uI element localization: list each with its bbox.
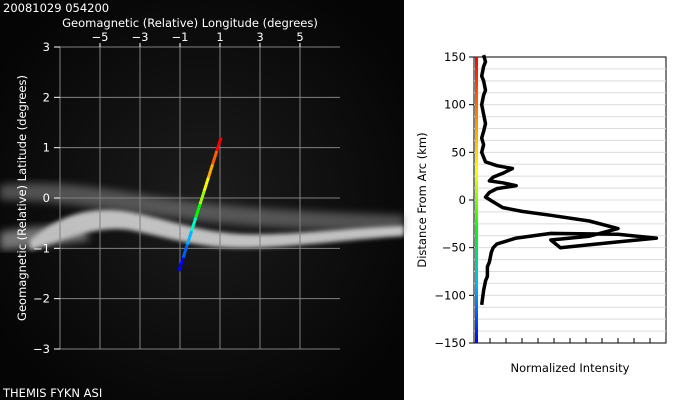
scan-line-segment xyxy=(178,263,183,269)
scan-line-segment xyxy=(193,217,198,222)
x-tick-label: 1 xyxy=(216,30,223,44)
profile-y-axis-title: Distance From Arc (km) xyxy=(415,132,429,267)
profile-y-tick-label: −50 xyxy=(442,241,466,255)
y-tick-label: −1 xyxy=(33,241,50,255)
scan-line-segment xyxy=(180,257,185,262)
x-axis-title: Geomagnetic (Relative) Longitude (degree… xyxy=(62,16,318,30)
profile-y-tick-label: 0 xyxy=(459,193,466,207)
scan-line-segment xyxy=(189,230,194,235)
scan-line-segment xyxy=(188,233,192,239)
scan-line-segment xyxy=(218,137,223,142)
scan-line-segment xyxy=(201,190,206,195)
scan-line-segment xyxy=(195,210,200,215)
x-tick-label: −1 xyxy=(172,30,189,44)
y-tick-label: 2 xyxy=(43,90,50,104)
profile-y-tick-label: 50 xyxy=(451,145,466,159)
scan-line-segment xyxy=(215,147,220,152)
scan-line-segment xyxy=(194,213,199,219)
scan-line-segment xyxy=(191,223,196,229)
scan-line-segment xyxy=(212,157,217,162)
distance-color-bar xyxy=(475,57,478,343)
scan-line-segment xyxy=(187,237,191,242)
x-tick-label: −3 xyxy=(132,30,149,44)
scan-line-segment xyxy=(203,183,208,189)
scan-line-segment xyxy=(183,247,188,252)
scan-line-segment xyxy=(211,160,216,165)
y-tick-label: −2 xyxy=(33,292,50,306)
x-tick-label: −5 xyxy=(92,30,109,44)
profile-y-tick-label: 150 xyxy=(444,50,466,64)
aurora-arc xyxy=(0,183,404,250)
scan-line-segment xyxy=(190,227,195,232)
scan-line-segment xyxy=(214,150,219,155)
x-tick-label: 3 xyxy=(256,30,263,44)
y-tick-label: 1 xyxy=(43,141,50,155)
scan-line-segment xyxy=(205,177,210,182)
scan-line-segment xyxy=(208,170,212,175)
intensity-profile-curve xyxy=(479,54,659,306)
scan-line-segment xyxy=(206,173,211,179)
y-tick-label: 0 xyxy=(43,191,50,205)
scan-line-segment xyxy=(217,140,222,145)
profile-y-tick-label: 100 xyxy=(444,98,466,112)
scan-line-segment xyxy=(204,180,209,185)
scan-line-segment xyxy=(209,167,213,172)
scan-line-segment xyxy=(210,163,215,169)
scan-line-segment xyxy=(179,260,184,265)
scan-line-segment xyxy=(184,243,189,249)
profile-x-axis-title: Normalized Intensity xyxy=(511,361,630,375)
y-tick-label: −3 xyxy=(33,342,50,356)
scan-line-segment xyxy=(202,187,207,192)
scan-line-segment xyxy=(181,253,186,259)
scan-line-segment xyxy=(182,250,187,255)
profile-y-tick-label: −100 xyxy=(434,288,466,302)
scan-line-segment xyxy=(177,267,182,272)
profile-y-tick-label: −150 xyxy=(434,336,466,350)
timestamp-label: 20081029 054200 xyxy=(3,1,109,15)
x-tick-label: 5 xyxy=(296,30,303,44)
scan-line-segment xyxy=(213,153,218,159)
scan-line-segment xyxy=(216,143,221,149)
station-caption: THEMIS FYKN ASI xyxy=(2,386,102,400)
scan-line-segment xyxy=(200,193,205,199)
scan-line-segment xyxy=(192,220,197,225)
y-axis-title: Geomagnetic (Relative) Latitude (degrees… xyxy=(15,75,29,321)
scan-line-segment xyxy=(198,200,203,205)
scan-line-segment xyxy=(185,240,190,245)
scan-line-segment xyxy=(199,197,204,202)
y-tick-label: 3 xyxy=(43,40,50,54)
scan-line-segment xyxy=(197,203,202,209)
scan-line-segment xyxy=(196,207,201,212)
